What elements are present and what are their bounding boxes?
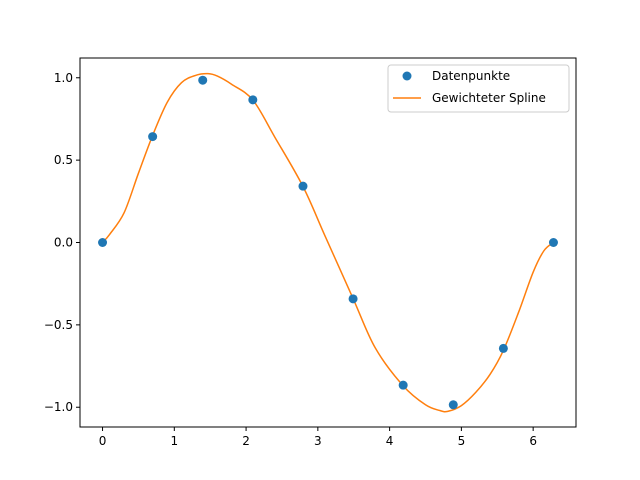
data-point [198,75,208,85]
legend-label-datenpunkte: Datenpunkte [432,69,510,83]
data-point [298,181,308,191]
y-tick-label: −0.5 [44,318,73,332]
y-tick-label: 0.0 [54,236,73,250]
legend: Datenpunkte Gewichteter Spline [387,64,570,113]
data-point [398,380,408,390]
y-tick-label: 0.5 [54,153,73,167]
legend-marker-datenpunkte [402,71,412,81]
x-tick-label: 4 [386,434,394,448]
series-line-gewichteter-spline [101,72,554,413]
x-tick-label: 6 [529,434,537,448]
axes: 0 1 2 3 4 5 6 −1.0 −0.5 0.0 0.5 1.0 [44,71,537,448]
x-tick-label: 1 [170,434,178,448]
legend-box [387,64,570,113]
data-point [248,95,258,105]
y-tick-label: −1.0 [44,400,73,414]
data-point [148,132,158,142]
data-point [348,294,358,304]
x-tick-label: 3 [314,434,322,448]
x-tick-label: 5 [458,434,466,448]
x-tick-label: 2 [242,434,250,448]
legend-label-spline: Gewichteter Spline [432,91,546,105]
data-point [548,238,558,247]
data-point [448,400,458,410]
plot-area [98,72,558,413]
y-tick-label: 1.0 [54,71,73,85]
data-point [498,343,508,353]
x-tick-label: 0 [99,434,107,448]
data-point [98,238,108,247]
